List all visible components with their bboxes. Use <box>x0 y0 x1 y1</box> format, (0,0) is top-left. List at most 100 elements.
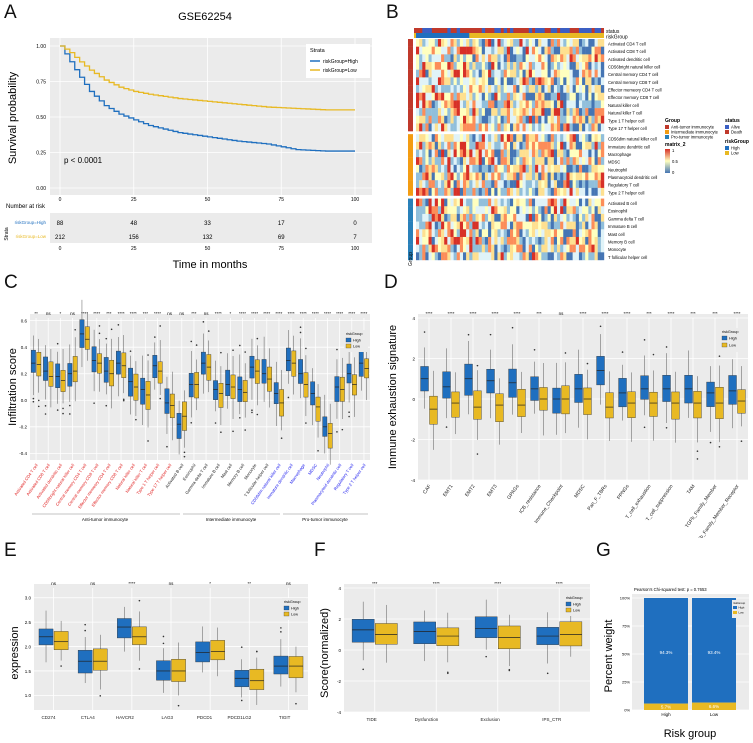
box-outlier <box>147 440 149 442</box>
box-high <box>261 359 267 384</box>
heatmap-cell <box>444 85 448 93</box>
heatmap-cell <box>591 134 595 143</box>
heatmap-cell <box>600 85 605 93</box>
heatmap-cell <box>566 100 570 109</box>
heatmap-cell <box>494 141 498 150</box>
heatmap-cell <box>563 157 567 166</box>
heatmap-cell <box>594 206 598 215</box>
legend-risk-low: Low <box>731 151 740 156</box>
box-outlier <box>317 449 319 452</box>
heatmap-cell <box>600 134 605 143</box>
box-outlier <box>295 702 297 705</box>
heatmap-cell <box>453 92 457 101</box>
heatmap-cell <box>513 206 517 215</box>
heatmap-cell <box>478 229 482 238</box>
box-high <box>152 355 158 378</box>
heatmap-cell <box>560 141 564 150</box>
heatmap-cell <box>519 77 523 86</box>
heatmap-cell <box>528 108 533 116</box>
box-low <box>254 359 260 384</box>
heatmap-cell <box>453 180 457 189</box>
heatmap-cell <box>535 157 539 166</box>
heatmap-cell <box>478 39 482 47</box>
survival-xtick: 50 <box>205 197 211 203</box>
heatmap-cell <box>469 164 473 173</box>
heatmap-cell <box>472 206 476 215</box>
heatmap-cell <box>447 187 451 196</box>
heatmap-cell <box>428 157 432 166</box>
heatmap-cell <box>463 213 467 222</box>
box-outlier <box>621 351 624 353</box>
heatmap-cell <box>557 134 561 143</box>
heatmap-cell <box>503 39 508 47</box>
heatmap-cell <box>506 244 511 253</box>
heatmap-cell <box>428 172 432 181</box>
heatmap-cell <box>488 244 492 253</box>
heatmap-cell <box>575 108 580 116</box>
heatmap-cell <box>510 244 514 253</box>
heatmap-cell <box>478 54 482 63</box>
heatmap-cell <box>531 213 536 222</box>
box-outlier <box>232 430 234 433</box>
heatmap-cell <box>488 115 492 124</box>
box-high <box>195 641 210 663</box>
heatmap-cell <box>478 62 482 70</box>
heatmap-cell <box>497 164 501 173</box>
significance-label: **** <box>425 311 432 316</box>
heatmap-group-cell <box>408 198 413 207</box>
heatmap-cell <box>585 157 589 166</box>
heatmap-cell <box>500 134 504 143</box>
heatmap-cell <box>450 69 454 78</box>
heatmap-cell <box>541 77 545 86</box>
heatmap-cell <box>475 77 479 86</box>
heatmap-row-label: Immature dendritic cell <box>608 144 650 149</box>
heatmap-cell <box>463 164 467 173</box>
heatmap-cell <box>437 213 442 222</box>
heatmap-cell <box>503 77 508 86</box>
heatmap-cell <box>441 221 445 230</box>
heatmap-row-label: Natural killer T cell <box>608 111 642 116</box>
heatmap-cell <box>563 198 567 207</box>
weight-bar-low <box>644 703 688 710</box>
heatmap-cell <box>560 115 564 124</box>
heatmap-cell <box>494 164 498 173</box>
heatmap-cell <box>575 141 580 150</box>
box-high <box>706 381 715 407</box>
heatmap-cell <box>450 115 454 124</box>
heatmap-cell <box>594 221 598 230</box>
heatmap-cell <box>582 198 586 207</box>
heatmap-cell <box>469 172 473 181</box>
heatmap-cell <box>575 92 580 101</box>
heatmap-cell <box>513 85 517 93</box>
heatmap-cell <box>594 69 598 78</box>
legend-scale-max: 1 <box>672 148 675 153</box>
heatmap-cell <box>497 187 501 196</box>
heatmap-cell <box>588 69 592 78</box>
heatmap-cell <box>437 172 442 181</box>
heatmap-cell <box>597 92 602 101</box>
heatmap-cell <box>531 39 536 47</box>
heatmap-cell <box>600 236 605 245</box>
heatmap-cell <box>557 77 561 86</box>
heatmap-cell <box>437 69 442 78</box>
heatmap-cell <box>594 157 598 166</box>
heatmap-cell <box>500 164 504 173</box>
heatmap-cell <box>553 244 558 253</box>
heatmap-cell <box>450 180 454 189</box>
heatmap-cell <box>550 221 555 230</box>
category-label: GPAGs <box>506 483 521 500</box>
heatmap-cell <box>566 134 570 143</box>
heatmap-cell <box>444 69 448 78</box>
heatmap-cell <box>582 180 586 189</box>
heatmap-cell <box>484 157 489 166</box>
heatmap-cell <box>557 252 561 261</box>
significance-label: ns <box>90 581 96 586</box>
heatmap-cell <box>472 198 476 207</box>
heatmap-cell <box>541 198 545 207</box>
heatmap-cell <box>484 206 489 215</box>
ytick-label: 0.4 <box>21 345 28 350</box>
box-high <box>164 388 170 414</box>
heatmap-cell <box>488 180 492 189</box>
heatmap-cell <box>528 213 533 222</box>
heatmap-cell <box>572 100 576 109</box>
